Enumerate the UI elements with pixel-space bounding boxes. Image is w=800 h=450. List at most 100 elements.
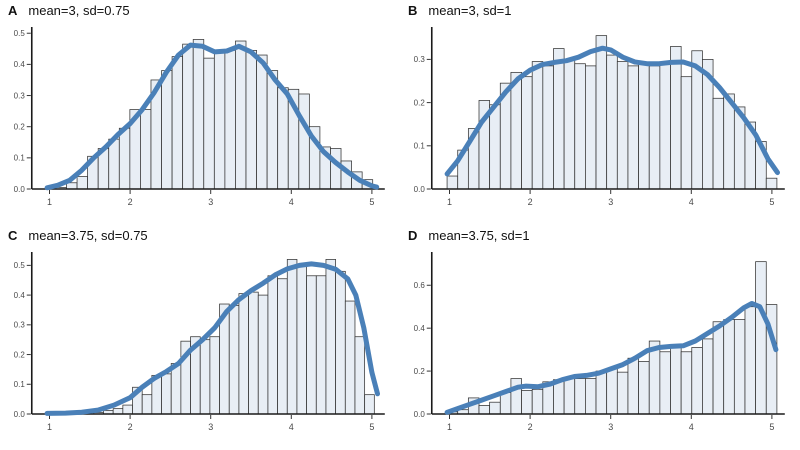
histogram-bar — [76, 176, 89, 190]
histogram-bar — [267, 275, 278, 415]
histogram-bar — [606, 54, 618, 190]
histogram-bar — [182, 43, 194, 190]
histogram-bar — [499, 392, 512, 415]
y-tick-label: 0.0 — [414, 410, 426, 419]
histogram-bar — [595, 370, 608, 415]
histogram-bar — [209, 336, 220, 415]
histogram-bar — [563, 59, 576, 190]
histogram-bar — [478, 405, 491, 415]
histogram-bar — [245, 49, 257, 190]
histogram-bar — [616, 371, 629, 415]
histogram-bar — [330, 148, 342, 190]
y-tick-label: 0.0 — [14, 410, 26, 419]
histogram-bar — [257, 294, 269, 415]
panel-a-label: mean=3, sd=0.75 — [28, 3, 130, 18]
histogram-bar — [170, 363, 182, 415]
histogram-bar — [192, 39, 205, 190]
histogram-bar — [446, 175, 459, 190]
x-tick-label: 1 — [47, 422, 52, 432]
x-tick-label: 2 — [128, 197, 133, 207]
density-curve — [44, 261, 380, 416]
histogram-bar — [112, 408, 124, 415]
histogram-bar — [521, 390, 533, 415]
histogram-bar — [585, 65, 597, 190]
histogram-bar — [277, 87, 289, 190]
histogram-bar — [171, 56, 184, 190]
y-tick-label: 0.1 — [14, 154, 26, 163]
histogram-bar — [702, 338, 714, 415]
panel-b-chart: 1 2 3 4 5 0.0 0.1 0.2 0.3 — [414, 27, 785, 207]
x-tick-label: 4 — [689, 422, 694, 432]
histogram-bar — [228, 305, 240, 415]
x-tick-label: 4 — [289, 197, 294, 207]
histogram-bar — [364, 394, 375, 415]
histogram-bar — [235, 40, 247, 190]
panel-a-chart: 1 2 3 4 5 0.0 0.1 0.2 0.3 0.4 0.5 — [14, 27, 385, 207]
histogram-bar — [648, 65, 661, 190]
y-tick-label: 0.3 — [14, 321, 26, 330]
histogram-bar — [627, 65, 639, 190]
histogram-bar — [691, 347, 703, 415]
y-tick-label: 0.2 — [14, 350, 26, 359]
panel-c-letter: C — [8, 228, 18, 243]
histogram-bar — [574, 378, 586, 415]
x-tick-label: 2 — [528, 422, 533, 432]
y-tick-label: 0.6 — [414, 281, 426, 290]
panel-c-chart: 1 2 3 4 5 0.0 0.1 0.2 0.3 0.4 0.5 — [14, 252, 385, 432]
histogram-bar — [344, 300, 356, 415]
histogram-bar — [354, 336, 366, 415]
histogram-bar — [680, 351, 693, 415]
x-tick-label: 3 — [208, 197, 213, 207]
histogram-bar — [510, 71, 522, 190]
density-curve — [444, 45, 780, 177]
histogram-bar — [595, 35, 608, 190]
histogram-bar — [606, 368, 618, 415]
histogram-bar — [723, 93, 735, 190]
histogram-bar — [670, 347, 682, 415]
histogram-bar — [531, 388, 544, 415]
x-tick-label: 4 — [689, 197, 694, 207]
histogram-bar — [638, 63, 650, 190]
histogram-bar — [638, 361, 650, 415]
histogram-bar — [296, 265, 307, 415]
histogram-bar — [122, 404, 133, 415]
y-tick-label: 0.3 — [14, 91, 26, 100]
histogram-bar — [140, 109, 152, 190]
y-tick-label: 0.4 — [14, 291, 26, 300]
histogram-bar — [199, 339, 211, 415]
y-tick-label: 0.2 — [414, 98, 426, 107]
histogram-bar — [659, 63, 671, 190]
histogram-bar — [531, 61, 544, 190]
y-tick-label: 0.4 — [414, 324, 426, 333]
y-tick-label: 0.3 — [414, 55, 426, 64]
x-tick-label: 1 — [447, 422, 452, 432]
x-tick-label: 5 — [769, 422, 774, 432]
x-tick-label: 5 — [369, 422, 374, 432]
histogram-bar — [161, 373, 172, 415]
histogram-bar — [108, 138, 120, 190]
panel-c-label: mean=3.75, sd=0.75 — [28, 228, 148, 243]
panel-a-letter: A — [8, 3, 18, 18]
y-tick-label: 0.1 — [414, 142, 426, 151]
x-tick-label: 3 — [608, 197, 613, 207]
y-tick-label: 0.0 — [414, 185, 426, 194]
histogram-bar — [755, 261, 767, 415]
histogram-bar — [510, 378, 522, 415]
histogram-bar — [325, 259, 337, 415]
x-tick-label: 2 — [528, 197, 533, 207]
histogram-bar — [765, 177, 778, 190]
panel-b-letter: B — [408, 3, 418, 18]
panel-b-label: mean=3, sd=1 — [428, 3, 512, 18]
density-curve — [44, 42, 380, 191]
histogram-bar — [203, 57, 215, 190]
histogram-bar — [306, 275, 317, 415]
histogram-bar — [744, 306, 756, 415]
histogram-bar — [670, 46, 682, 190]
histogram-bar — [553, 48, 565, 190]
histogram-bar — [712, 97, 725, 190]
